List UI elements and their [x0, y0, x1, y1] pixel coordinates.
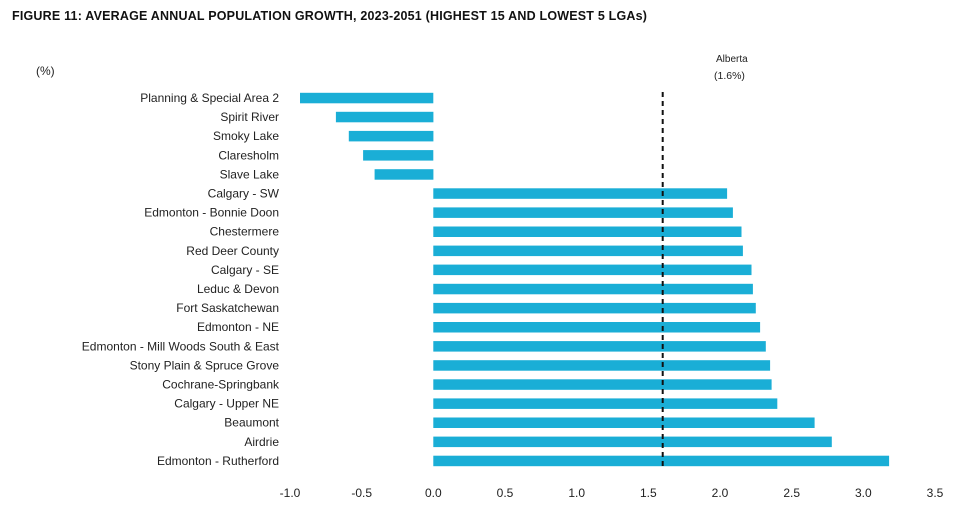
category-label-planning-special-area-2: Planning & Special Area 2	[140, 91, 279, 105]
x-tick-label: 2.5	[783, 486, 800, 500]
x-tick-label: -1.0	[280, 486, 301, 500]
x-tick-label: 3.5	[927, 486, 944, 500]
category-label-red-deer-county: Red Deer County	[186, 244, 279, 258]
category-label-chestermere: Chestermere	[210, 225, 280, 239]
x-tick-label: 1.0	[568, 486, 585, 500]
bar-red-deer-county	[433, 245, 743, 257]
category-label-edmonton-ne: Edmonton - NE	[197, 320, 279, 334]
category-label-airdrie: Airdrie	[244, 435, 279, 449]
category-label-claresholm: Claresholm	[218, 148, 279, 162]
category-label-stony-plain-spruce-grove: Stony Plain & Spruce Grove	[130, 358, 280, 372]
category-label-slave-lake: Slave Lake	[220, 167, 280, 181]
category-label-calgary-se: Calgary - SE	[211, 263, 279, 277]
bar-spirit-river	[335, 111, 434, 123]
category-label-smoky-lake: Smoky Lake	[213, 129, 279, 143]
category-label-leduc-devon: Leduc & Devon	[197, 282, 279, 296]
bar-edmonton-mill-woods-south-east	[433, 341, 766, 352]
bar-smoky-lake	[348, 130, 434, 142]
bar-leduc-devon	[433, 283, 753, 295]
reference-line-label-value: (1.6%)	[714, 70, 745, 82]
bar-calgary-upper-ne	[433, 398, 778, 409]
bar-chestermere	[433, 226, 742, 237]
x-tick-label: 2.0	[712, 486, 729, 500]
category-label-cochrane-springbank: Cochrane-Springbank	[162, 378, 280, 392]
bar-calgary-sw	[433, 188, 728, 199]
bar-slave-lake	[374, 169, 434, 180]
category-label-edmonton-mill-woods-south-east: Edmonton - Mill Woods South & East	[82, 339, 280, 353]
x-tick-label: 0.5	[497, 486, 514, 500]
chart-title: FIGURE 11: AVERAGE ANNUAL POPULATION GRO…	[12, 9, 648, 23]
bar-airdrie	[433, 436, 832, 448]
x-tick-label: -0.5	[351, 486, 372, 500]
reference-line-label-name: Alberta	[716, 54, 748, 65]
category-label-beaumont: Beaumont	[224, 416, 279, 430]
category-label-calgary-sw: Calgary - SW	[208, 187, 280, 201]
bar-edmonton-rutherford	[433, 455, 890, 467]
x-tick-label: 0.0	[425, 486, 442, 500]
x-tick-label: 1.5	[640, 486, 657, 500]
bar-calgary-se	[433, 264, 752, 276]
category-label-fort-saskatchewan: Fort Saskatchewan	[176, 301, 279, 315]
x-tick-label: 3.0	[855, 486, 872, 500]
bar-fort-saskatchewan	[433, 302, 756, 314]
bar-beaumont	[433, 417, 815, 428]
bar-planning-special-area-2	[300, 92, 434, 104]
y-unit-label: (%)	[36, 64, 55, 78]
category-label-edmonton-rutherford: Edmonton - Rutherford	[157, 454, 279, 468]
category-label-spirit-river: Spirit River	[220, 110, 279, 124]
bar-stony-plain-spruce-grove	[433, 360, 771, 371]
category-label-calgary-upper-ne: Calgary - Upper NE	[174, 397, 279, 411]
bar-claresholm	[363, 150, 434, 161]
category-label-edmonton-bonnie-doon: Edmonton - Bonnie Doon	[144, 206, 279, 220]
bar-edmonton-ne	[433, 322, 761, 333]
bar-edmonton-bonnie-doon	[433, 207, 733, 218]
bar-cochrane-springbank	[433, 379, 772, 390]
